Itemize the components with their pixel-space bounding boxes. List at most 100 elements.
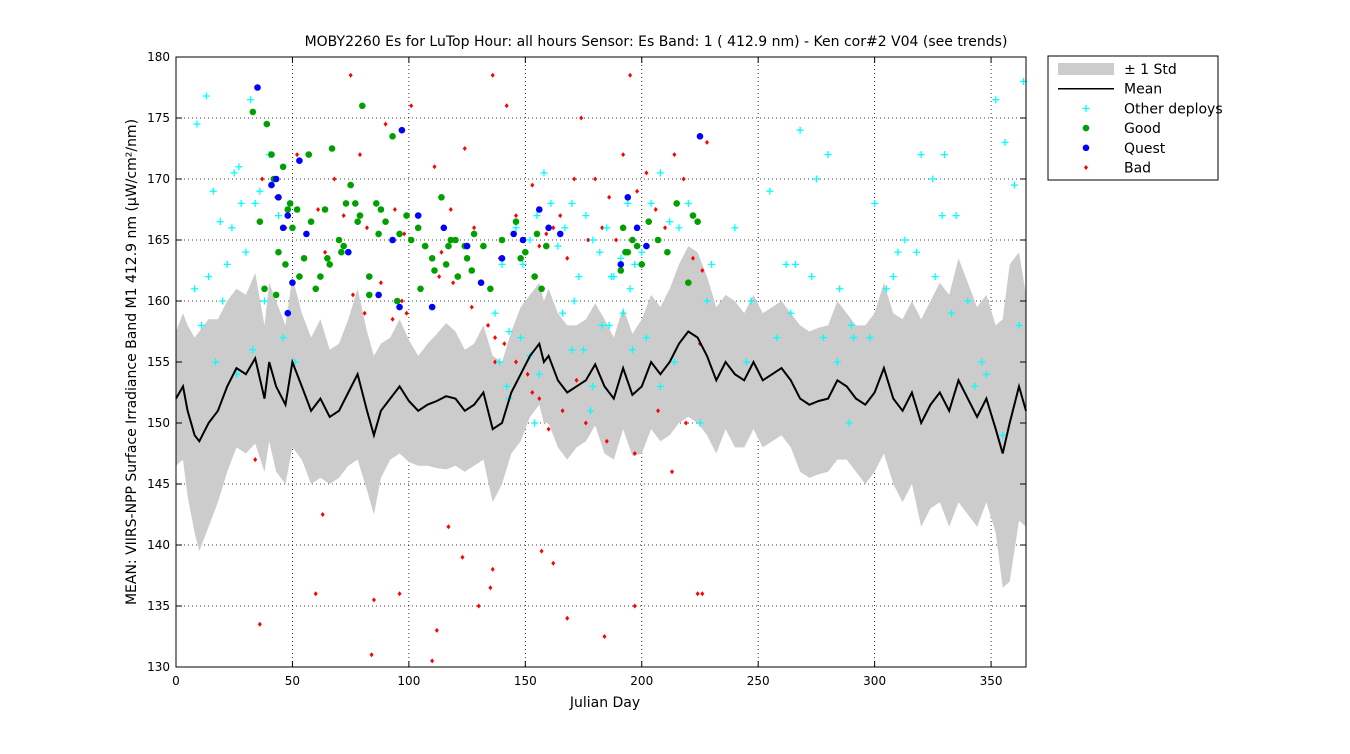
y-tick-label: 145: [147, 477, 170, 491]
good-point: [375, 230, 382, 238]
other-point: [708, 260, 716, 268]
other-point: [743, 358, 751, 366]
other-point: [496, 358, 504, 366]
bad-point: [551, 560, 556, 566]
other-point: [656, 382, 664, 390]
good-point: [372, 200, 380, 207]
other-point: [696, 419, 704, 427]
bad-point: [490, 72, 495, 78]
other-point: [845, 419, 853, 427]
bad-point: [448, 207, 453, 212]
other-point: [605, 321, 613, 329]
good-point: [328, 145, 336, 152]
bad-point: [656, 408, 661, 414]
bad-point: [663, 225, 668, 231]
x-tick-label: 200: [630, 674, 653, 688]
other-point: [812, 175, 820, 183]
quest-point: [643, 242, 650, 250]
bad-point: [320, 512, 325, 517]
good-point: [414, 224, 422, 232]
x-tick-label: 250: [747, 674, 770, 688]
good-point: [512, 218, 520, 225]
bad-point: [451, 280, 456, 286]
x-tick-label: 100: [397, 674, 420, 688]
other-point: [894, 248, 902, 256]
good-point: [305, 151, 313, 158]
other-point: [964, 297, 972, 305]
bad-point: [539, 548, 544, 554]
other-point: [568, 199, 576, 207]
mean-line: [175, 330, 1027, 454]
bad-point: [586, 237, 591, 243]
bad-point: [323, 249, 328, 255]
good-point: [326, 261, 333, 268]
quest-point: [617, 261, 625, 268]
legend-entries: ± 1 Std Mean Other deploys Good Quest Bad: [1058, 62, 1223, 177]
good-point: [645, 218, 653, 225]
other-point: [580, 346, 588, 354]
good-point: [633, 242, 641, 250]
quest-point: [296, 157, 303, 164]
bad-point: [313, 591, 318, 597]
quest-point: [272, 175, 280, 183]
y-tick-label: 180: [147, 50, 170, 64]
other-point: [1015, 321, 1023, 329]
other-point: [554, 242, 562, 250]
other-point: [517, 334, 525, 342]
y-tick-label: 165: [147, 233, 170, 247]
other-point: [251, 199, 259, 207]
other-point: [808, 273, 816, 281]
other-point: [628, 346, 636, 354]
bad-point: [681, 176, 686, 182]
good-point: [685, 279, 692, 287]
bad-point: [446, 524, 451, 530]
good-point: [338, 248, 345, 256]
good-point: [282, 261, 289, 268]
good-point: [542, 242, 550, 250]
bad-point: [574, 377, 579, 383]
bad-point: [253, 457, 258, 463]
quest-point: [268, 181, 275, 189]
bad-point: [369, 652, 374, 658]
quest-point: [428, 303, 436, 311]
good-point: [629, 236, 636, 244]
bad-point: [390, 316, 395, 322]
good-point: [365, 291, 373, 299]
legend-box: [1047, 55, 1219, 181]
other-point: [791, 260, 799, 268]
quest-point: [510, 230, 517, 238]
other-point: [675, 224, 683, 232]
legend-label-std: ± 1 Std: [1124, 62, 1177, 78]
other-point: [773, 334, 781, 342]
good-point: [340, 242, 347, 250]
other-point: [503, 382, 511, 390]
bad-point: [295, 152, 300, 158]
other-point: [260, 297, 268, 305]
other-point: [198, 321, 206, 329]
good-point: [445, 242, 452, 250]
other-point: [212, 358, 220, 366]
good-point: [365, 273, 373, 280]
quest-point: [696, 133, 704, 140]
quest-point: [396, 303, 403, 311]
bad-point: [558, 213, 563, 219]
quest-point: [389, 236, 396, 244]
quest-point: [477, 279, 485, 287]
other-point: [607, 273, 615, 281]
x-tick-label: 350: [980, 674, 1003, 688]
other-point: [624, 199, 632, 207]
other-point: [512, 224, 520, 232]
bad-point: [348, 72, 353, 78]
bad-point: [653, 207, 658, 212]
other-point: [978, 358, 986, 366]
bad-point: [537, 243, 542, 249]
bad-point: [604, 438, 609, 444]
other-point: [947, 309, 955, 317]
other-point: [547, 199, 555, 207]
good-point: [468, 267, 476, 274]
bad-point: [514, 359, 518, 365]
good-point: [256, 218, 264, 225]
legend-label-quest: Quest: [1124, 141, 1166, 157]
